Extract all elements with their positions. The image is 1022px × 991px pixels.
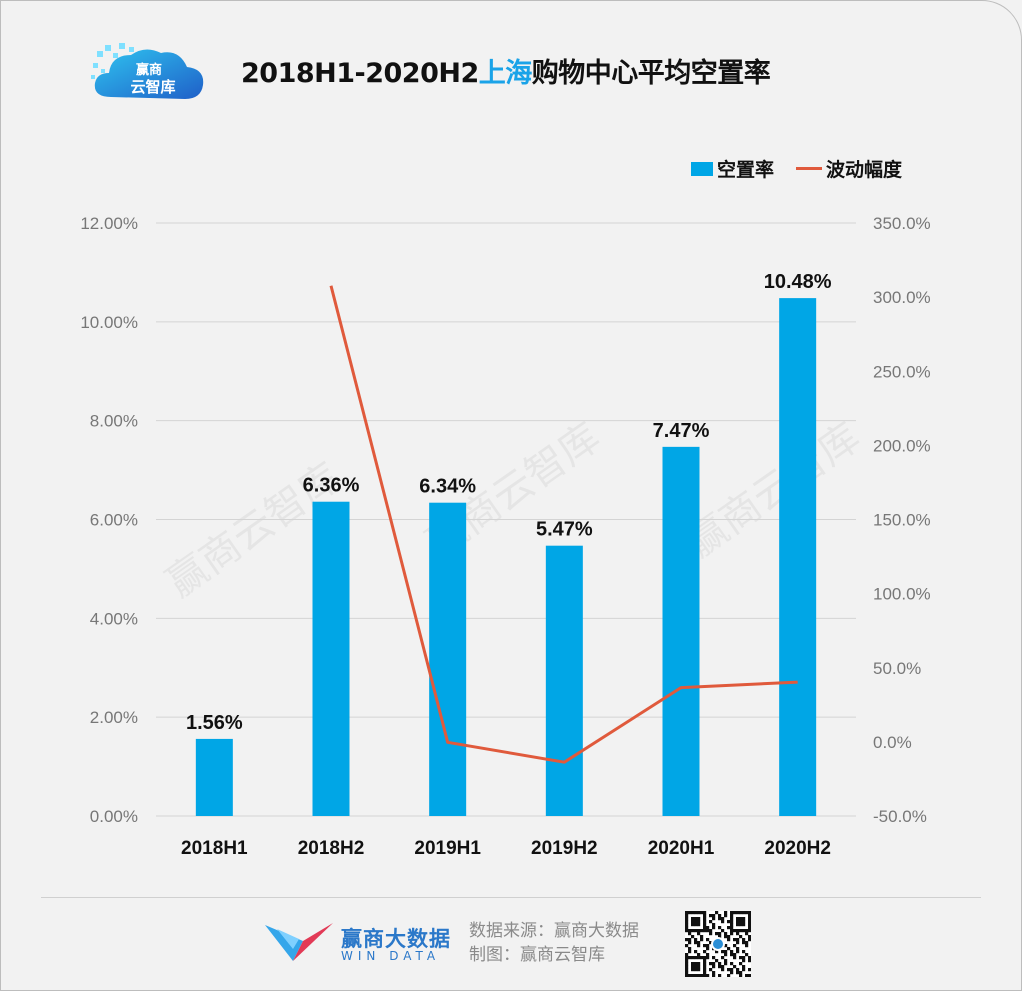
qr-code-icon <box>685 911 751 977</box>
x-tick-label: 2020H1 <box>648 838 715 859</box>
y-right-tick-label: 0.0% <box>873 733 912 752</box>
bar-2018H2 <box>312 501 350 816</box>
y-left-tick-label: 12.00% <box>80 214 138 233</box>
y-right-tick-label: 350.0% <box>873 214 931 233</box>
bar-data-label: 6.36% <box>303 475 360 497</box>
y-right-tick-label: 50.0% <box>873 659 921 678</box>
y-left-tick-label: 10.00% <box>80 313 138 332</box>
chart-svg: 赢商云智库 赢商云智库 赢商云智库0.00%2.00%4.00%6.00%8.00%… <box>80 214 931 859</box>
logo-text-top: 赢商 <box>136 62 162 78</box>
legend-line-swatch <box>796 167 823 170</box>
y-left-tick-label: 4.00% <box>90 609 138 628</box>
bar-data-label: 10.48% <box>764 271 832 293</box>
footer-brand-en: WIN DATA <box>341 949 441 963</box>
x-tick-label: 2018H1 <box>181 838 248 859</box>
x-tick-label: 2018H2 <box>298 838 365 859</box>
title-highlight: 上海 <box>478 58 533 89</box>
title-prefix: 2018H1-2020H2 <box>241 58 479 89</box>
windata-logo-icon <box>265 923 333 961</box>
legend: 空置率 波动幅度 <box>691 155 902 182</box>
footer-divider <box>41 897 981 898</box>
y-left-tick-label: 8.00% <box>90 412 138 431</box>
bar-2019H1 <box>429 502 467 816</box>
title-suffix: 购物中心平均空置率 <box>531 58 771 89</box>
y-right-tick-label: 100.0% <box>873 585 931 604</box>
y-right-tick-label: -50.0% <box>873 807 927 826</box>
footer-source: 数据来源：赢商大数据 制图：赢商云智库 <box>469 919 639 967</box>
x-tick-label: 2020H2 <box>764 838 831 859</box>
footer-brand-cn: 赢商大数据 <box>341 927 451 951</box>
logo-text-bottom: 云智库 <box>130 78 175 96</box>
y-left-tick-label: 0.00% <box>90 807 138 826</box>
y-right-tick-label: 150.0% <box>873 511 931 530</box>
x-tick-label: 2019H1 <box>414 838 481 859</box>
y-right-tick-label: 300.0% <box>873 288 931 307</box>
x-tick-label: 2019H2 <box>531 838 598 859</box>
bar-data-label: 5.47% <box>536 519 593 541</box>
bar-2020H2 <box>779 298 817 816</box>
bar-data-label: 6.34% <box>419 476 476 498</box>
bar-data-label: 7.47% <box>653 420 710 442</box>
logo-cloud-icon: 赢商 云智库 <box>91 43 204 99</box>
y-left-tick-label: 6.00% <box>90 511 138 530</box>
chart-title: 2018H1-2020H2上海购物中心平均空置率 <box>241 51 771 90</box>
bar-data-label: 1.56% <box>186 712 243 734</box>
legend-bar-label: 空置率 <box>717 159 775 181</box>
bar-2019H2 <box>545 545 583 816</box>
line-series-fluctuation <box>329 285 798 764</box>
legend-bar-swatch <box>691 161 713 176</box>
source-text: 数据来源：赢商大数据 <box>469 921 639 941</box>
bar-2020H1 <box>662 446 700 816</box>
y-right-tick-label: 250.0% <box>873 362 931 381</box>
y-left-tick-label: 2.00% <box>90 708 138 727</box>
y-right-tick-label: 200.0% <box>873 436 931 455</box>
legend-line-label: 波动幅度 <box>826 159 903 181</box>
made-by-text: 制图：赢商云智库 <box>469 945 605 965</box>
bar-2018H1 <box>195 738 233 816</box>
